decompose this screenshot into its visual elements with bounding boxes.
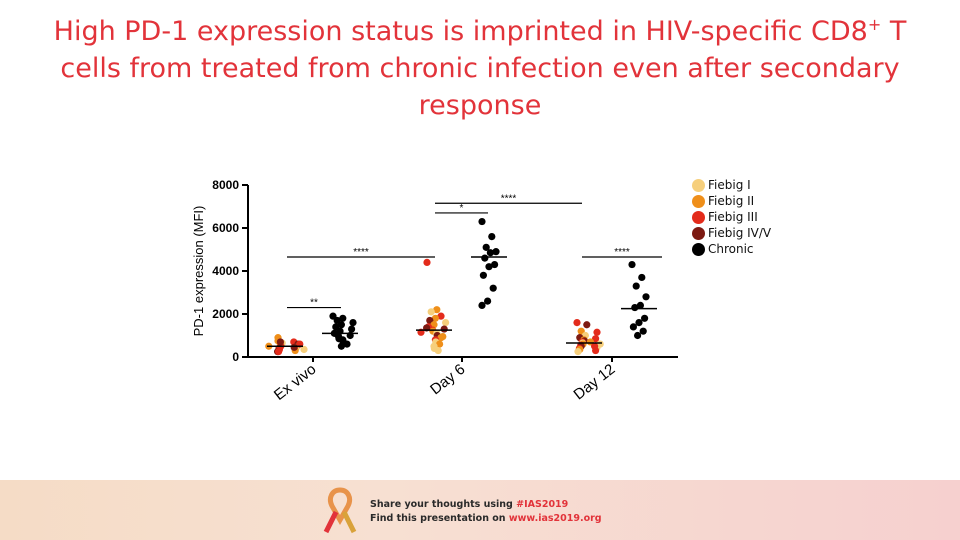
data-point-fiebig-ii — [439, 332, 447, 341]
data-point-fiebig-ii — [433, 306, 441, 314]
data-point-chronic — [482, 243, 490, 251]
data-point-chronic — [349, 319, 357, 327]
legend-item: Chronic — [692, 241, 771, 257]
data-point-chronic — [629, 323, 638, 331]
data-point-chronic — [343, 340, 351, 348]
data-point-chronic — [488, 233, 496, 241]
title-line-2: cells from treated from chronic infectio… — [60, 53, 900, 84]
data-point-chronic — [478, 217, 486, 226]
data-point-chronic — [631, 303, 639, 312]
data-point-fiebig-ii — [436, 340, 444, 348]
y-tick-label: 4000 — [212, 264, 239, 278]
data-point-chronic — [479, 271, 487, 279]
significance-label: * — [460, 203, 464, 214]
title-line-1: High PD-1 expression status is imprinted… — [53, 15, 907, 47]
data-point-chronic — [632, 282, 640, 290]
data-point-chronic — [485, 263, 493, 271]
legend-label: Fiebig III — [708, 210, 758, 224]
chart-legend: Fiebig I Fiebig II Fiebig III Fiebig IV/V Ch… — [692, 177, 771, 257]
legend-swatch — [692, 194, 705, 208]
website-link[interactable]: www.ias2019.org — [508, 513, 602, 524]
data-point-chronic — [638, 273, 646, 282]
significance-label: **** — [353, 247, 369, 258]
legend-label: Chronic — [708, 242, 754, 256]
data-point-fiebig-iv-v — [583, 321, 591, 329]
legend-item: Fiebig III — [692, 209, 771, 225]
data-point-chronic — [337, 342, 345, 350]
data-point-chronic — [635, 319, 643, 327]
x-category-label: Ex vivo — [271, 361, 320, 404]
data-point-fiebig-iii — [591, 342, 599, 350]
data-point-fiebig-iv-v — [276, 338, 284, 346]
data-point-fiebig-i — [574, 348, 582, 356]
y-axis-label: PD-1 expression (MFI) — [191, 206, 206, 337]
data-point-fiebig-iv-v — [290, 343, 298, 351]
legend-label: Fiebig I — [708, 178, 751, 192]
legend-swatch — [692, 210, 705, 224]
significance-label: **** — [614, 247, 630, 258]
data-point-chronic — [641, 314, 649, 322]
data-point-chronic — [478, 301, 486, 309]
legend-swatch — [692, 226, 705, 240]
legend-item: Fiebig IV/V — [692, 225, 771, 241]
data-point-chronic — [628, 260, 636, 269]
data-point-fiebig-i — [434, 346, 442, 355]
data-point-fiebig-iii — [423, 258, 431, 266]
significance-label: **** — [501, 193, 517, 204]
data-point-chronic — [636, 301, 645, 309]
data-point-fiebig-iii — [593, 328, 601, 336]
title-line-3: response — [418, 90, 542, 121]
data-point-chronic — [639, 327, 647, 335]
data-point-chronic — [492, 248, 500, 256]
data-point-fiebig-i — [442, 319, 450, 327]
legend-swatch — [692, 178, 705, 192]
data-point-chronic — [339, 314, 347, 322]
find-line: Find this presentation on www.ias2019.or… — [370, 513, 602, 524]
y-tick-label: 8000 — [212, 178, 239, 192]
y-tick-label: 0 — [232, 350, 239, 364]
footer-banner: Share your thoughts using #IAS2019 Find … — [0, 480, 960, 540]
significance-label: ** — [310, 298, 318, 309]
footer-text: Share your thoughts using #IAS2019 Find … — [370, 498, 602, 526]
hashtag-link[interactable]: #IAS2019 — [516, 499, 569, 510]
slide-title: High PD-1 expression status is imprinted… — [20, 6, 940, 124]
share-line: Share your thoughts using #IAS2019 — [370, 499, 569, 510]
data-point-chronic — [489, 284, 497, 292]
y-tick-label: 2000 — [212, 307, 239, 321]
legend-label: Fiebig IV/V — [708, 226, 772, 240]
data-point-chronic — [484, 297, 492, 305]
data-point-fiebig-iii — [275, 348, 283, 356]
data-point-chronic — [337, 321, 345, 329]
data-point-fiebig-i — [427, 308, 435, 316]
data-point-fiebig-ii — [431, 314, 439, 322]
legend-swatch — [692, 242, 705, 256]
data-point-fiebig-iv-v — [440, 325, 448, 333]
legend-item: Fiebig II — [692, 193, 771, 209]
data-point-chronic — [486, 249, 494, 257]
data-point-fiebig-iii — [573, 319, 581, 327]
data-point-chronic — [481, 254, 489, 262]
data-point-chronic — [491, 260, 499, 269]
ias-ribbon-icon — [323, 487, 357, 534]
pd1-scatter-chart: 0 2000 4000 6000 8000 PD-1 expression (MFI) Ex… — [191, 178, 678, 404]
data-point-chronic — [642, 293, 650, 301]
legend-item: Fiebig I — [692, 177, 771, 193]
x-category-label: Day 6 — [427, 361, 468, 399]
data-point-fiebig-iii — [592, 335, 600, 343]
x-category-label: Day 12 — [571, 361, 619, 404]
legend-label: Fiebig II — [708, 194, 755, 208]
data-point-chronic — [634, 331, 642, 340]
data-point-fiebig-iii — [437, 312, 445, 320]
data-point-fiebig-i — [300, 345, 308, 354]
y-tick-label: 6000 — [212, 221, 239, 235]
data-point-chronic — [348, 325, 356, 333]
